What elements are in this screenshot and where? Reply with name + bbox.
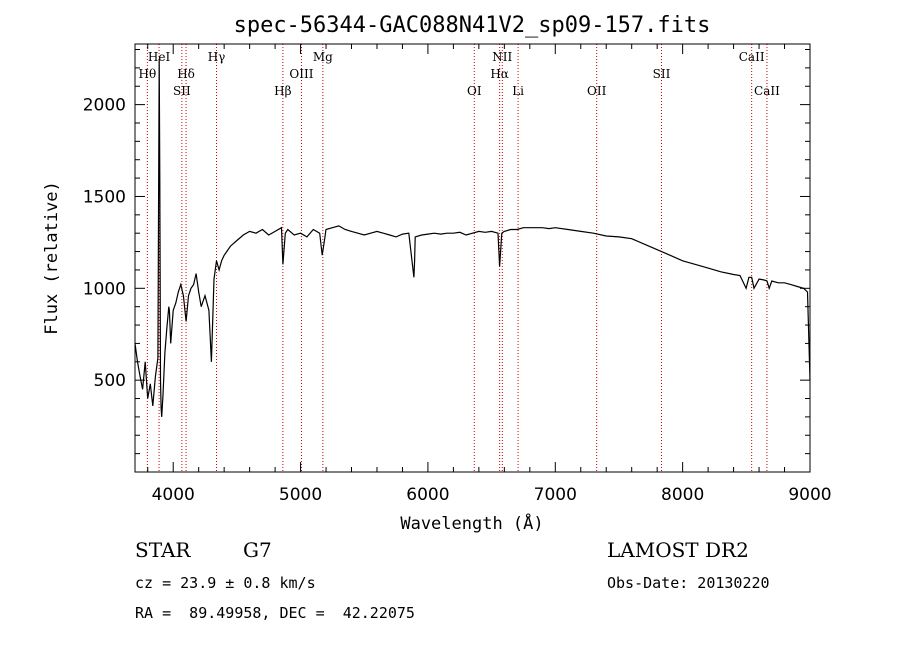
x-tick-label: 7000 [534,485,577,505]
x-tick-label: 9000 [788,485,831,505]
spectral-line-label: OII [587,84,607,98]
spectral-subclass: G7 [243,538,272,562]
x-tick-label: 8000 [661,485,704,505]
object-type: STAR [135,538,191,562]
spectral-line-label: CaII [754,84,780,98]
x-axis-label: Wavelength (Å) [400,512,543,534]
plot-frame [134,43,811,473]
y-axis-label: Flux (relative) [42,181,62,335]
spectral-line-label: Hθ [139,67,157,81]
spectral-line-label: OI [467,84,482,98]
spectral-line-label: Hδ [177,67,195,81]
spectral-line-label: HeI [148,50,171,64]
survey-name: LAMOST DR2 [607,538,749,562]
spectral-line-label: Hα [490,67,509,81]
y-tick-label: 1500 [83,187,126,207]
spectral-line-label: Hγ [208,50,226,64]
y-tick-label: 2000 [83,96,126,116]
y-tick-label: 1000 [83,279,126,299]
spectral-line-label: OIII [289,67,313,81]
x-tick-label: 5000 [279,485,322,505]
redshift-cz: cz = 23.9 ± 0.8 km/s [135,574,316,592]
spectral-line-label: SII [173,84,191,98]
spectral-line-label: SII [653,67,671,81]
coordinates: RA = 89.49958, DEC = 42.22075 [135,604,415,622]
observation-date: Obs-Date: 20130220 [607,574,770,592]
spectral-line-label: Hβ [274,84,291,98]
axis-ticks: 4000 5000 6000 7000 8000 9000 500 1000 1500 2000 [83,44,832,505]
x-tick-label: 6000 [406,485,449,505]
x-tick-label: 4000 [152,485,195,505]
y-tick-label: 500 [94,371,126,391]
spectral-line-label: CaII [739,50,765,64]
chart-title: spec-56344-GAC088N41V2_sp09-157.fits [234,13,711,38]
spectrum-series-line [134,58,811,417]
spectral-line-label: Mg [313,50,333,64]
spectral-line-label: Li [512,84,524,98]
spectral-line-label: NII [492,50,512,64]
